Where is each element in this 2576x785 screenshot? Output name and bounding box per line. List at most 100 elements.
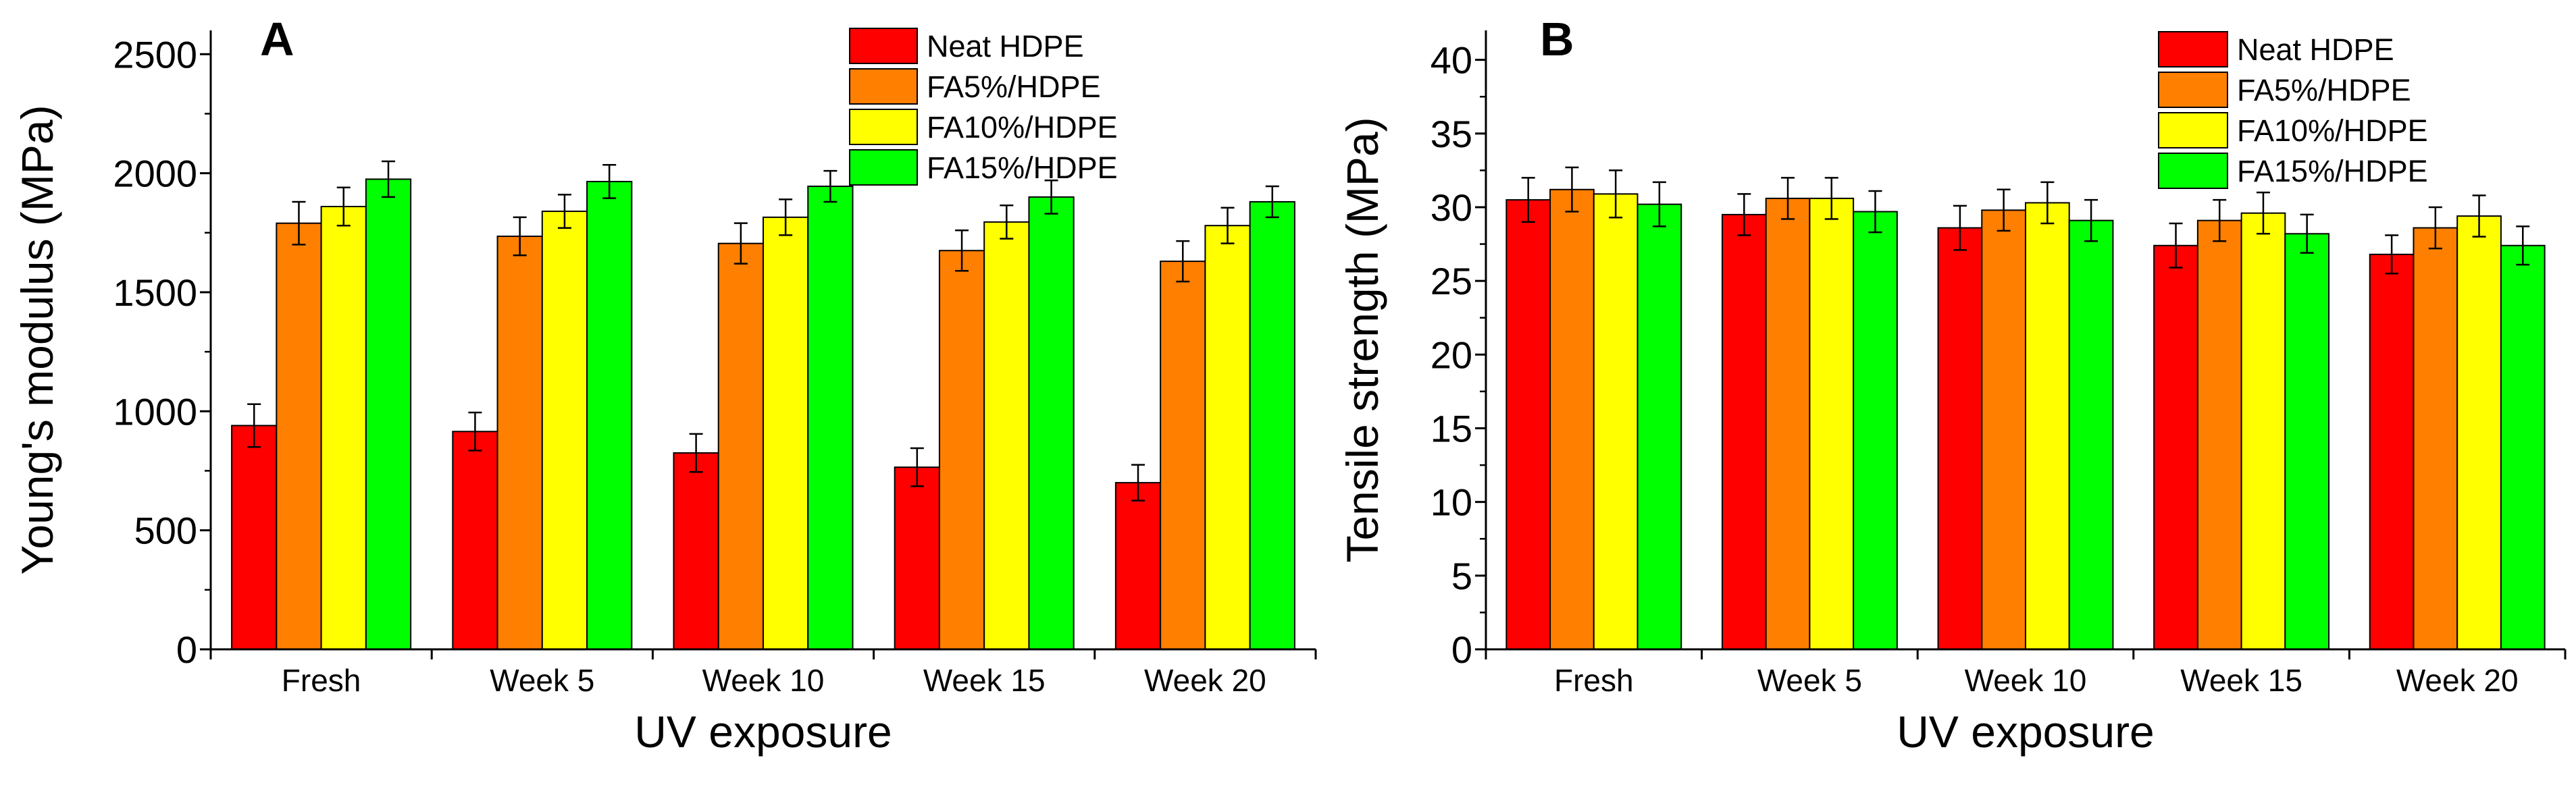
bar-fa5-hdpe-0 xyxy=(1549,188,1595,650)
bar-fa5-hdpe-4 xyxy=(1160,261,1206,651)
error-bar xyxy=(557,194,571,229)
error-bar xyxy=(247,403,261,448)
bar-fa10-hdpe-1 xyxy=(541,211,588,650)
x-tick-label: Week 10 xyxy=(702,663,825,698)
panel-b: 0 5 10 15 20 25 30 35 40 Fresh Week 5 Week 10 Week 1… xyxy=(1337,13,2567,757)
legend-label: FA5%/HDPE xyxy=(2237,73,2411,107)
bar-fa10-hdpe-2 xyxy=(763,216,809,650)
error-bar xyxy=(1824,177,1838,220)
x-tick-label: Fresh xyxy=(1554,663,1634,698)
legend-swatch xyxy=(2158,112,2228,148)
y-tick-label: 40 xyxy=(1431,39,1472,82)
y-tick-label: 10 xyxy=(1431,481,1472,524)
y-tick-label: 0 xyxy=(1451,628,1472,671)
y-tick-label: 25 xyxy=(1431,260,1472,302)
bar-neat-hdpe-0 xyxy=(1505,199,1551,651)
y-tick-label: 1000 xyxy=(113,390,197,433)
error-bar xyxy=(1868,190,1882,234)
error-bar xyxy=(1737,193,1751,236)
y-tick-label: 2000 xyxy=(113,153,197,195)
error-bar xyxy=(2428,206,2442,250)
error-bar xyxy=(1000,204,1014,240)
y-tick-label: 2500 xyxy=(113,33,197,76)
bar-fa5-hdpe-2 xyxy=(717,242,764,650)
bar-fa10-hdpe-0 xyxy=(1593,193,1639,651)
bar-fa15-hdpe-2 xyxy=(2068,219,2114,650)
bar-fa10-hdpe-1 xyxy=(1809,197,1855,650)
error-bar xyxy=(1265,185,1279,219)
error-bar xyxy=(381,160,395,198)
bar-neat-hdpe-0 xyxy=(231,425,278,650)
bar-fa5-hdpe-3 xyxy=(2196,219,2242,650)
error-bar xyxy=(468,411,482,452)
y-tick-label: 5 xyxy=(1451,555,1472,597)
bar-fa5-hdpe-0 xyxy=(276,222,322,650)
error-bar xyxy=(1609,169,1623,219)
y-tick-label: 35 xyxy=(1431,113,1472,155)
x-tick-label: Week 20 xyxy=(1144,663,1266,698)
error-bar xyxy=(1044,179,1058,215)
bar-fa10-hdpe-4 xyxy=(2456,215,2502,651)
bar-fa10-hdpe-3 xyxy=(983,221,1030,650)
bar-neat-hdpe-2 xyxy=(673,452,719,651)
x-tick-label: Week 5 xyxy=(1757,663,1862,698)
y-tick-label: 0 xyxy=(176,628,197,671)
error-bar xyxy=(2256,191,2270,235)
x-tick-label: Week 15 xyxy=(2180,663,2302,698)
y-tick-label: 500 xyxy=(134,510,197,552)
error-bar xyxy=(2385,234,2399,275)
legend: Neat HDPE FA5%/HDPE FA10%/HDPE FA15%/HDPE xyxy=(849,28,1118,186)
bar-neat-hdpe-1 xyxy=(1721,213,1767,650)
x-tick-label: Week 15 xyxy=(923,663,1046,698)
panel-label: B xyxy=(1540,13,1574,65)
x-axis-title: UV exposure xyxy=(1897,707,2155,757)
legend-swatch xyxy=(2158,72,2228,108)
legend-swatch xyxy=(849,149,918,186)
error-bar xyxy=(2213,198,2227,242)
error-bar xyxy=(1953,205,1967,251)
legend-label: Neat HDPE xyxy=(2237,32,2394,67)
bar-fa15-hdpe-3 xyxy=(2284,233,2330,650)
x-tick-label: Week 10 xyxy=(1965,663,2087,698)
error-bar xyxy=(955,229,969,272)
error-bar xyxy=(1565,166,1579,213)
bar-fa15-hdpe-4 xyxy=(1249,200,1295,650)
bar-fa5-hdpe-1 xyxy=(1765,197,1811,650)
y-tick-label: 1500 xyxy=(113,271,197,314)
error-bar xyxy=(513,216,527,256)
error-bar xyxy=(1176,240,1190,283)
legend-swatch xyxy=(849,68,918,105)
error-bar xyxy=(2084,198,2098,242)
bar-fa10-hdpe-4 xyxy=(1204,225,1251,650)
error-bar xyxy=(602,164,617,199)
y-tick-label: 30 xyxy=(1431,186,1472,229)
y-tick-label: 15 xyxy=(1431,408,1472,450)
legend-label: FA10%/HDPE xyxy=(927,110,1118,144)
bar-fa5-hdpe-3 xyxy=(938,250,985,651)
x-tick-label: Fresh xyxy=(282,663,361,698)
error-bar xyxy=(823,169,838,203)
error-bar xyxy=(2169,222,2183,269)
bar-fa15-hdpe-0 xyxy=(1637,203,1682,650)
error-bar xyxy=(910,447,924,487)
bar-neat-hdpe-4 xyxy=(1114,482,1162,650)
error-bar xyxy=(2516,225,2530,266)
bar-fa15-hdpe-4 xyxy=(2500,244,2546,650)
error-bar xyxy=(1521,177,1535,223)
error-bar xyxy=(1652,181,1666,227)
panel-label: A xyxy=(260,13,294,65)
bar-neat-hdpe-3 xyxy=(894,466,940,650)
legend-label: FA15%/HDPE xyxy=(927,151,1118,185)
legend: Neat HDPE FA5%/HDPE FA10%/HDPE FA15%/HDPE xyxy=(2158,31,2428,189)
error-bar xyxy=(1781,177,1795,220)
bar-fa10-hdpe-0 xyxy=(320,205,367,650)
bar-fa10-hdpe-2 xyxy=(2025,202,2070,650)
legend-swatch xyxy=(2158,31,2228,67)
bar-fa15-hdpe-0 xyxy=(365,178,412,650)
error-bar xyxy=(689,433,703,473)
bar-neat-hdpe-4 xyxy=(2369,253,2415,651)
bar-fa5-hdpe-2 xyxy=(1981,209,2027,651)
legend-label: FA5%/HDPE xyxy=(927,70,1101,104)
legend-swatch xyxy=(849,28,918,64)
